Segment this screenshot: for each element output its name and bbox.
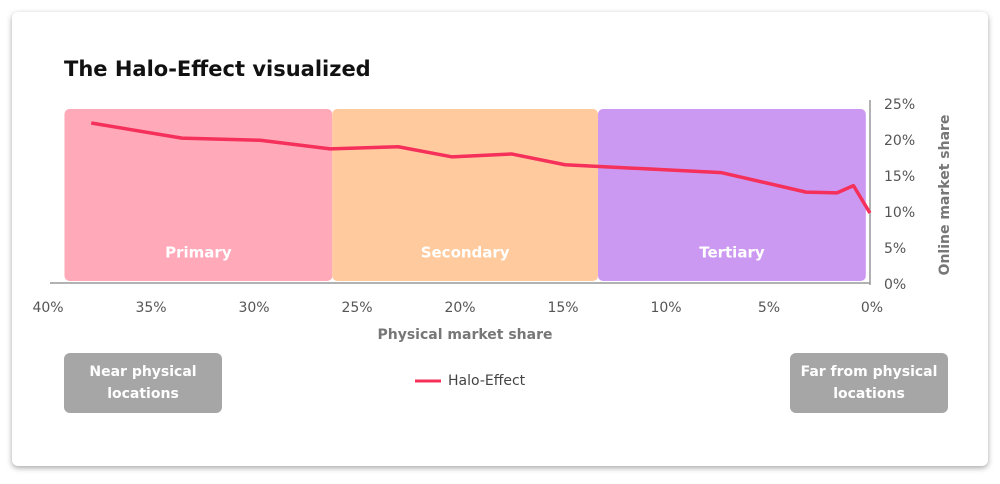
annotation: Far from physical locations [790, 353, 948, 413]
x-tick-label: 10% [650, 300, 681, 316]
y-tick-label: 25% [884, 97, 915, 113]
x-tick-label: 25% [341, 300, 372, 316]
zone-label: Tertiary [699, 244, 765, 262]
x-tick-label: 0% [861, 300, 883, 316]
zone [332, 109, 599, 281]
x-tick-label: 20% [444, 300, 475, 316]
x-tick-label: 30% [238, 300, 269, 316]
x-tick-label: 15% [547, 300, 578, 316]
chart-title: The Halo-Effect visualized [64, 57, 371, 81]
data-line [90, 121, 872, 214]
zone [598, 109, 866, 281]
y-tick-label: 20% [884, 133, 915, 149]
legend-label: Halo-Effect [448, 373, 526, 389]
y-tick-label: 0% [884, 277, 906, 293]
y-tick-label: 5% [884, 241, 906, 257]
x-tick-label: 5% [758, 300, 780, 316]
y-tick-label: 10% [884, 205, 915, 221]
y-axis-label: Online market share [937, 115, 953, 276]
x-axis-label: Physical market share [378, 327, 553, 343]
x-tick-label: 35% [135, 300, 166, 316]
zone-label: Primary [165, 244, 232, 262]
zone-label: Secondary [421, 244, 510, 262]
x-tick-label: 40% [32, 300, 63, 316]
y-tick-label: 15% [884, 169, 915, 185]
zone [64, 109, 333, 281]
annotation: Near physical locations [64, 353, 222, 413]
